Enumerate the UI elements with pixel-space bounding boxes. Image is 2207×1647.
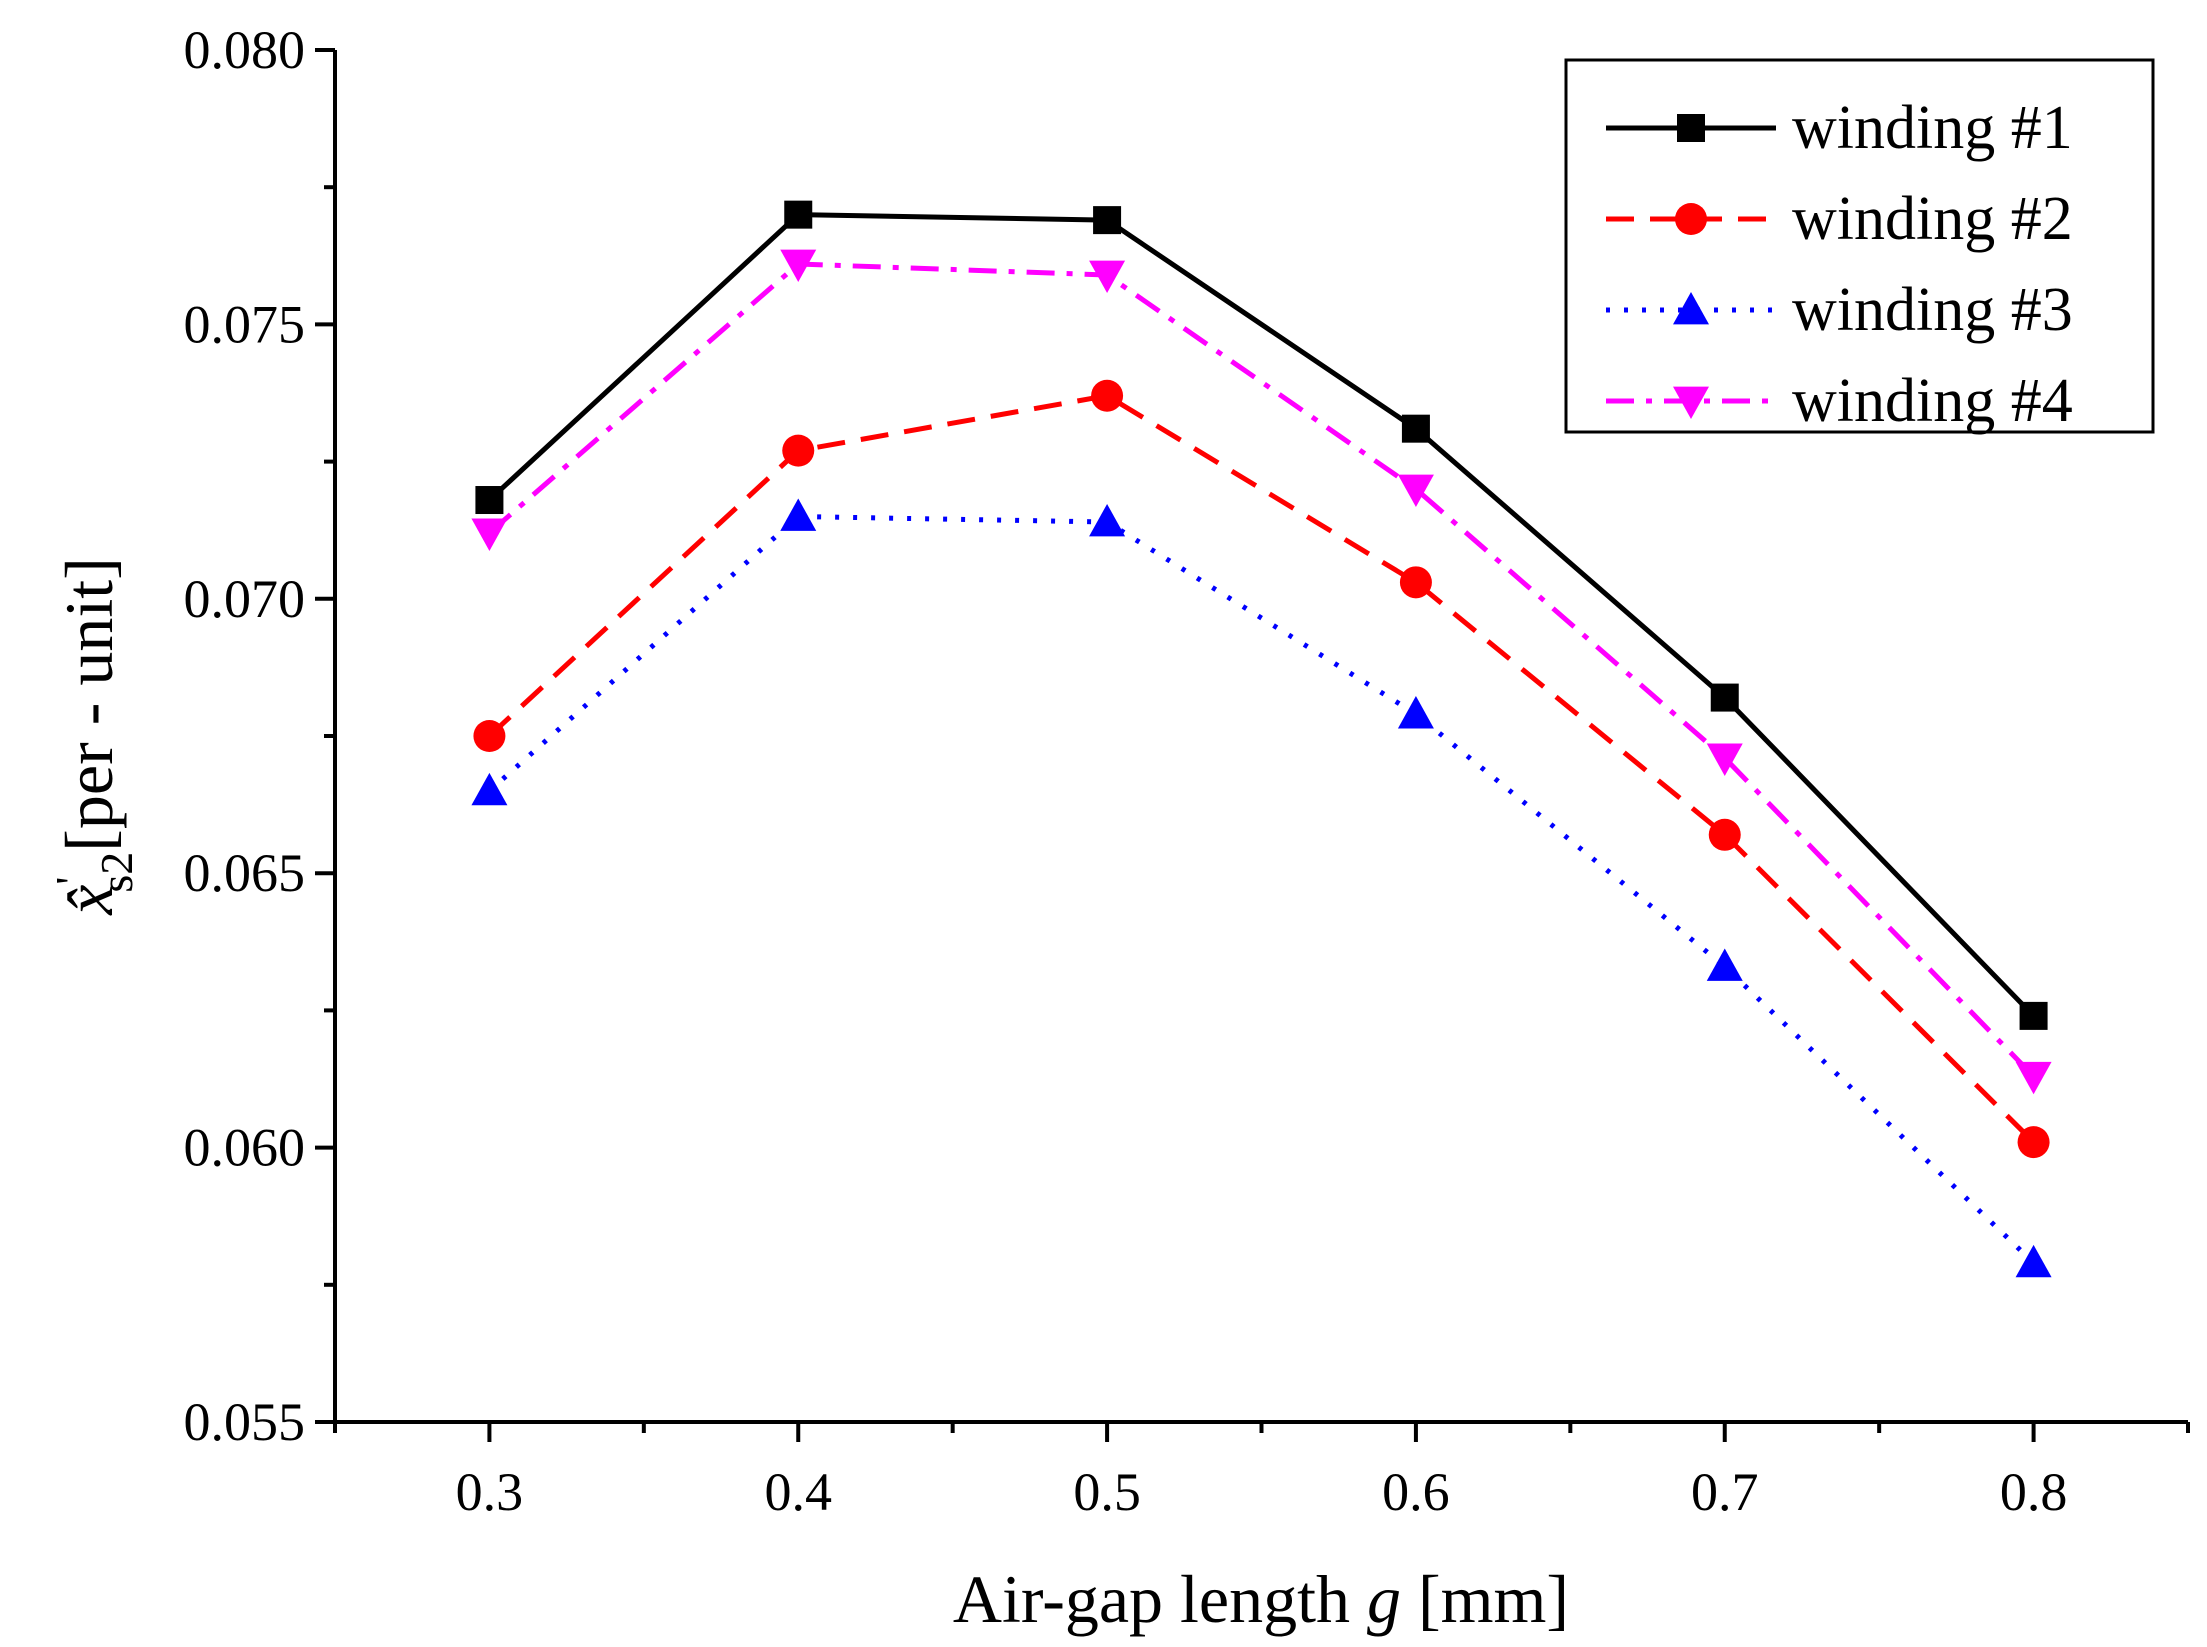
series-line-2 (487, 393, 2036, 1144)
svg-text:x̂'s2[per - unit]: x̂'s2[per - unit] (47, 557, 142, 916)
y-tick-label: 0.065 (184, 843, 306, 903)
series-1-point (784, 200, 813, 229)
series-2-point (782, 434, 815, 467)
y-ticks: 0.055 0.060 0.065 0.070 0.075 0.080 (184, 20, 335, 1452)
legend-marker-4 (1673, 386, 1709, 419)
legend-label-4: winding #4 (1792, 367, 2073, 435)
legend-box (1564, 58, 2155, 434)
legend-marker-3 (1673, 292, 1709, 325)
y-tick-label: 0.080 (184, 20, 306, 80)
series-3-point (2015, 1244, 2052, 1278)
legend-label-2: winding #2 (1792, 185, 2073, 253)
y-tick-label: 0.070 (184, 569, 306, 629)
series-line-4 (487, 261, 2036, 1079)
y-tick-label: 0.060 (184, 1118, 306, 1178)
series-2-point (1091, 379, 1124, 412)
legend-label-1: winding #1 (1792, 94, 2073, 162)
series-2-point (2017, 1126, 2050, 1159)
series-line-1 (487, 212, 2036, 1018)
series-2-point (1708, 818, 1741, 851)
x-ticks: 0.3 0.4 0.5 0.6 0.7 0.8 (333, 1422, 2190, 1522)
series-3-point (1089, 503, 1126, 537)
x-tick-label: 0.8 (2000, 1462, 2068, 1522)
series-4-point (1706, 743, 1743, 776)
series-1-point (1710, 683, 1739, 712)
series-1-point (1093, 206, 1122, 235)
legend-marker-2 (1675, 203, 1707, 235)
series-1-point (475, 486, 504, 515)
series-4-point (1397, 474, 1434, 508)
legend-label-3: winding #3 (1792, 276, 2073, 344)
series-1-point (2019, 1001, 2048, 1030)
series-1-point (1401, 414, 1430, 443)
series-line-3 (487, 514, 2036, 1265)
series-3-point (780, 498, 817, 531)
y-axis-title: x̂'s2[per - unit] (47, 557, 142, 916)
series-2-point (1399, 566, 1432, 599)
series-lines (487, 212, 2036, 1265)
legend: winding #1 winding #2 winding #3 winding #4 (1564, 58, 2155, 435)
series-2-point (473, 720, 506, 752)
legend-marker-1 (1677, 114, 1705, 142)
series-4-point (471, 518, 508, 551)
y-tick-label: 0.075 (184, 294, 306, 354)
series-3-point (1397, 696, 1434, 729)
series-3-point (1706, 948, 1743, 981)
series-4-point (2015, 1061, 2052, 1095)
series-3-point (471, 772, 508, 806)
x-tick-label: 0.4 (765, 1462, 833, 1522)
x-tick-label: 0.3 (456, 1462, 524, 1522)
x-tick-label: 0.6 (1382, 1462, 1450, 1522)
x-tick-label: 0.5 (1073, 1462, 1141, 1522)
series-markers (471, 200, 2052, 1278)
series-4-point (1089, 260, 1126, 294)
y-tick-label: 0.055 (184, 1392, 306, 1452)
series-4-point (780, 249, 817, 283)
x-axis-title: Air-gap length g [mm] (953, 1561, 1569, 1637)
x-tick-label: 0.7 (1691, 1462, 1759, 1522)
